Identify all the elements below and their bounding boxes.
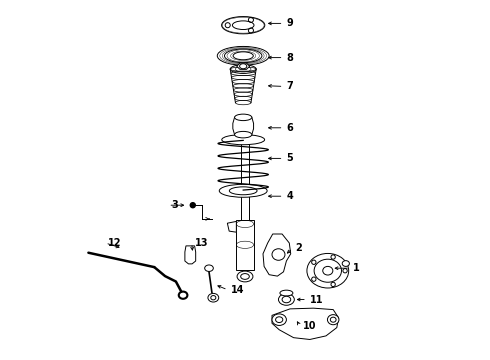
Ellipse shape [235, 114, 252, 121]
Text: 4: 4 [286, 191, 293, 201]
Ellipse shape [217, 46, 269, 65]
Polygon shape [227, 221, 236, 232]
Text: 5: 5 [286, 153, 293, 163]
Ellipse shape [272, 249, 285, 260]
Text: 3: 3 [171, 200, 178, 210]
Text: 12: 12 [108, 238, 122, 248]
Text: 14: 14 [231, 285, 244, 295]
Bar [236, 220, 254, 270]
Ellipse shape [307, 253, 349, 288]
Ellipse shape [272, 314, 286, 325]
Ellipse shape [314, 259, 342, 282]
Ellipse shape [323, 266, 333, 275]
Ellipse shape [275, 317, 283, 323]
Ellipse shape [232, 21, 254, 30]
Ellipse shape [330, 317, 336, 322]
Polygon shape [263, 234, 291, 276]
Ellipse shape [224, 49, 262, 63]
Text: 13: 13 [195, 238, 208, 248]
Text: 6: 6 [286, 123, 293, 133]
Ellipse shape [241, 274, 249, 279]
Ellipse shape [235, 131, 252, 138]
Polygon shape [185, 246, 196, 264]
Ellipse shape [280, 290, 293, 296]
Ellipse shape [282, 296, 291, 303]
Polygon shape [272, 308, 339, 339]
Circle shape [190, 203, 196, 208]
Ellipse shape [229, 187, 257, 195]
Ellipse shape [230, 65, 256, 73]
Ellipse shape [240, 64, 247, 69]
Ellipse shape [219, 184, 267, 197]
Polygon shape [237, 63, 250, 69]
Ellipse shape [233, 52, 253, 60]
Ellipse shape [222, 135, 265, 145]
Ellipse shape [205, 265, 213, 271]
Ellipse shape [208, 293, 219, 302]
Text: 10: 10 [303, 321, 316, 331]
Ellipse shape [342, 261, 349, 266]
Polygon shape [233, 117, 253, 135]
Text: 1: 1 [353, 263, 360, 273]
Text: 9: 9 [286, 18, 293, 28]
Ellipse shape [278, 294, 294, 305]
Text: 7: 7 [286, 81, 293, 91]
Text: 2: 2 [295, 243, 302, 253]
Text: 8: 8 [286, 53, 294, 63]
Ellipse shape [211, 296, 216, 300]
Ellipse shape [221, 17, 265, 34]
Text: 11: 11 [310, 294, 323, 305]
Ellipse shape [327, 315, 339, 325]
Ellipse shape [237, 271, 253, 282]
